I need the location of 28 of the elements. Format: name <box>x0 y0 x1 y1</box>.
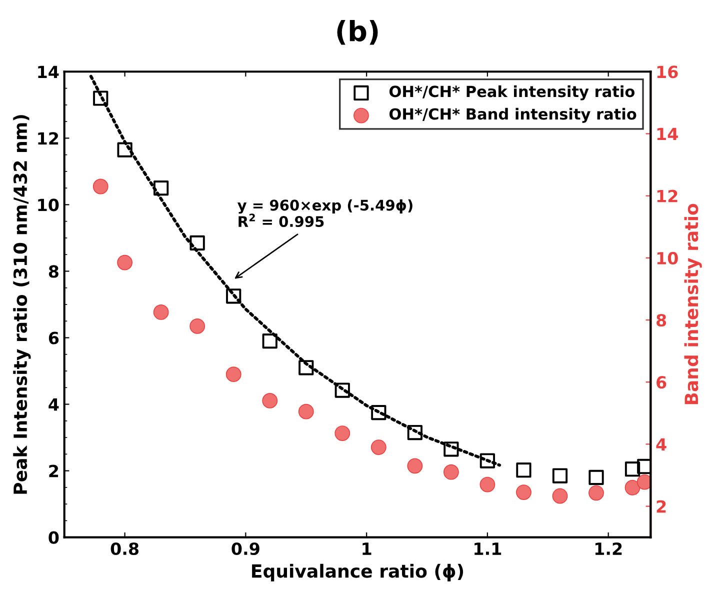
y2-tick-label: 8 <box>656 314 666 327</box>
y2-tick-label: 12 <box>657 190 678 202</box>
y2-tick-label: 10 <box>657 252 678 264</box>
y-tick-label: 2 <box>49 464 58 478</box>
x-tick-label: 0.9 <box>232 542 260 556</box>
annotation: y = 960×exp (-5.49ϕ) R$^{2}$ = 0.995 <box>237 199 412 228</box>
y2-tick-label: 6 <box>656 376 666 389</box>
y-tick-label: 10 <box>38 198 59 212</box>
legend-label: OH*/CH* Band intensity ratio <box>389 108 636 123</box>
y-tick-label: 14 <box>38 66 59 78</box>
chart-title: (b) <box>337 20 378 45</box>
y-tick-label: 0 <box>48 531 59 544</box>
x-tick-label: 1.2 <box>595 542 622 555</box>
x-tick-label: 0.8 <box>110 542 139 556</box>
y2-tick-label: 16 <box>657 66 678 78</box>
y-tick-label: 8 <box>48 265 58 278</box>
x-axis-title: Equivalance ratio (ϕ) <box>252 564 464 582</box>
y-tick-label: 4 <box>48 398 59 411</box>
x-tick-label: 1.1 <box>474 542 502 555</box>
legend-label: OH*/CH* Peak intensity ratio <box>389 85 635 100</box>
y-tick-label: 6 <box>48 332 59 344</box>
y-tick-label: 12 <box>38 132 58 144</box>
y2-axis-title: Band intensity ratio <box>684 204 702 404</box>
x-tick-label: 1 <box>362 542 372 555</box>
y2-tick-label: 14 <box>657 128 678 140</box>
y2-tick-label: 4 <box>656 438 666 450</box>
y2-tick-label: 2 <box>656 500 666 513</box>
y-axis-title: Peak Intensity ratio (310 nm/432 nm) <box>13 115 31 494</box>
